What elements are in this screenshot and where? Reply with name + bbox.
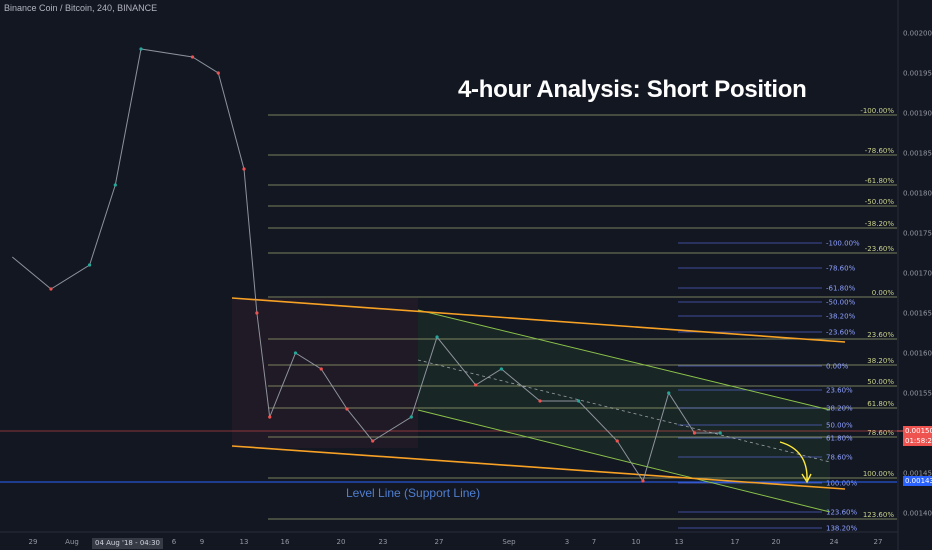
- price-tick-label: 0.0014500: [903, 470, 932, 478]
- time-tick-label: 29: [29, 538, 38, 546]
- time-tick-label: 17: [731, 538, 740, 546]
- countdown-tag: 01:58:29: [903, 436, 932, 446]
- analysis-headline: 4-hour Analysis: Short Position: [458, 76, 807, 103]
- price-point: [49, 287, 53, 291]
- time-tick-label: 16: [281, 538, 290, 546]
- price-tick-label: 0.0019000: [903, 110, 932, 118]
- support-price-tag: 0.0014382: [903, 476, 932, 486]
- fib-small-level-label: 50.00%: [826, 422, 853, 430]
- time-tick-label: 7: [592, 538, 596, 546]
- time-tick-label: 9: [200, 538, 204, 546]
- crosshair-date-tag: 04 Aug '18 - 04:30: [92, 538, 164, 549]
- price-tick-label: 0.0019500: [903, 70, 932, 78]
- red-range-zone: [232, 298, 418, 448]
- price-point: [435, 335, 439, 339]
- fib-level-label: -50.00%: [865, 198, 895, 206]
- fib-small-level-label: 100.00%: [826, 480, 857, 488]
- price-point: [692, 431, 697, 435]
- fib-level-label: 23.60%: [867, 331, 894, 339]
- projection-arrow-head: [801, 473, 812, 484]
- price-point: [242, 167, 246, 171]
- price-point: [371, 439, 375, 443]
- time-tick-label: 13: [675, 538, 684, 546]
- fib-level-label: 78.60%: [867, 429, 894, 437]
- fib-level-label: 123.60%: [863, 511, 894, 519]
- price-tick-label: 0.0015500: [903, 390, 932, 398]
- price-point: [255, 311, 259, 315]
- time-tick-label: 10: [632, 538, 641, 546]
- fib-small-level-label: 0.00%: [826, 363, 849, 371]
- price-point: [87, 263, 92, 267]
- time-tick-label: Sep: [502, 538, 516, 546]
- price-point: [216, 71, 220, 75]
- fib-small-level-label: -100.00%: [826, 240, 860, 248]
- green-channel-bottom: [417, 409, 831, 513]
- fib-level-label: 50.00%: [867, 378, 894, 386]
- price-tick-label: 0.0017500: [903, 230, 932, 238]
- fib-small-level-label: -50.00%: [826, 299, 856, 307]
- fib-small-level-label: 123.60%: [826, 509, 857, 517]
- price-point: [113, 183, 117, 187]
- price-tick-label: 0.0018500: [903, 150, 932, 158]
- fib-small-level-label: 61.80%: [826, 435, 853, 443]
- price-point: [667, 391, 671, 395]
- time-tick-label: 24: [830, 538, 839, 546]
- last-price-tag: 0.0015006: [903, 426, 932, 436]
- price-point: [409, 415, 413, 419]
- price-tick-label: 0.0016500: [903, 310, 932, 318]
- price-point: [319, 367, 323, 371]
- price-point: [293, 351, 298, 355]
- fib-level-label: -100.00%: [860, 107, 894, 115]
- price-tick-label: 0.0016000: [903, 350, 932, 358]
- time-tick-label: 3: [565, 538, 569, 546]
- time-tick-label: 20: [337, 538, 346, 546]
- price-tick-label: 0.0018000: [903, 190, 932, 198]
- fib-level-label: -61.80%: [865, 177, 895, 185]
- support-line-label: Level Line (Support Line): [346, 486, 481, 500]
- time-tick-label: 27: [435, 538, 444, 546]
- fib-small-level-label: 78.60%: [826, 454, 853, 462]
- fib-small-level-label: -38.20%: [826, 313, 856, 321]
- fib-level-label: -38.20%: [865, 220, 895, 228]
- fib-level-label: 100.00%: [863, 470, 894, 478]
- fib-level-label: -23.60%: [865, 245, 895, 253]
- channel-upper-line: [231, 297, 846, 343]
- time-tick-label: 13: [240, 538, 249, 546]
- fib-small-level-label: -78.60%: [826, 265, 856, 273]
- fib-small-level-label: -23.60%: [826, 329, 856, 337]
- price-tick-label: 0.0017000: [903, 270, 932, 278]
- price-point: [538, 399, 542, 403]
- price-point: [577, 399, 581, 403]
- channel-lower-line: [231, 445, 846, 490]
- green-channel-top: [417, 309, 831, 411]
- symbol-title: Binance Coin / Bitcoin, 240, BINANCE: [4, 3, 158, 13]
- price-point: [718, 431, 722, 435]
- price-point: [615, 439, 619, 443]
- fib-small-level-label: 138.20%: [826, 525, 857, 533]
- fib-small-level-label: 23.60%: [826, 387, 853, 395]
- price-point: [190, 55, 195, 59]
- fib-level-label: 61.80%: [867, 400, 894, 408]
- time-tick-label: 27: [874, 538, 883, 546]
- price-point: [474, 383, 478, 387]
- fib-level-label: 0.00%: [872, 289, 895, 297]
- price-point: [139, 47, 143, 51]
- time-tick-label: 23: [379, 538, 388, 546]
- price-point: [499, 367, 503, 371]
- fib-small-level-label: 38.20%: [826, 405, 853, 413]
- green-channel-median: [417, 359, 831, 463]
- time-tick-label: Aug: [65, 538, 79, 546]
- fib-level-label: -78.60%: [865, 147, 895, 155]
- price-tick-label: 0.0020000: [903, 30, 932, 38]
- price-point: [345, 407, 349, 411]
- price-point: [268, 415, 272, 419]
- projection-arrow: [779, 441, 808, 481]
- fib-level-label: 38.20%: [867, 357, 894, 365]
- fib-small-level-label: -61.80%: [826, 285, 856, 293]
- price-point: [641, 479, 645, 483]
- time-tick-label: 20: [772, 538, 781, 546]
- time-tick-label: 6: [172, 538, 177, 546]
- price-tick-label: 0.0014000: [903, 510, 932, 518]
